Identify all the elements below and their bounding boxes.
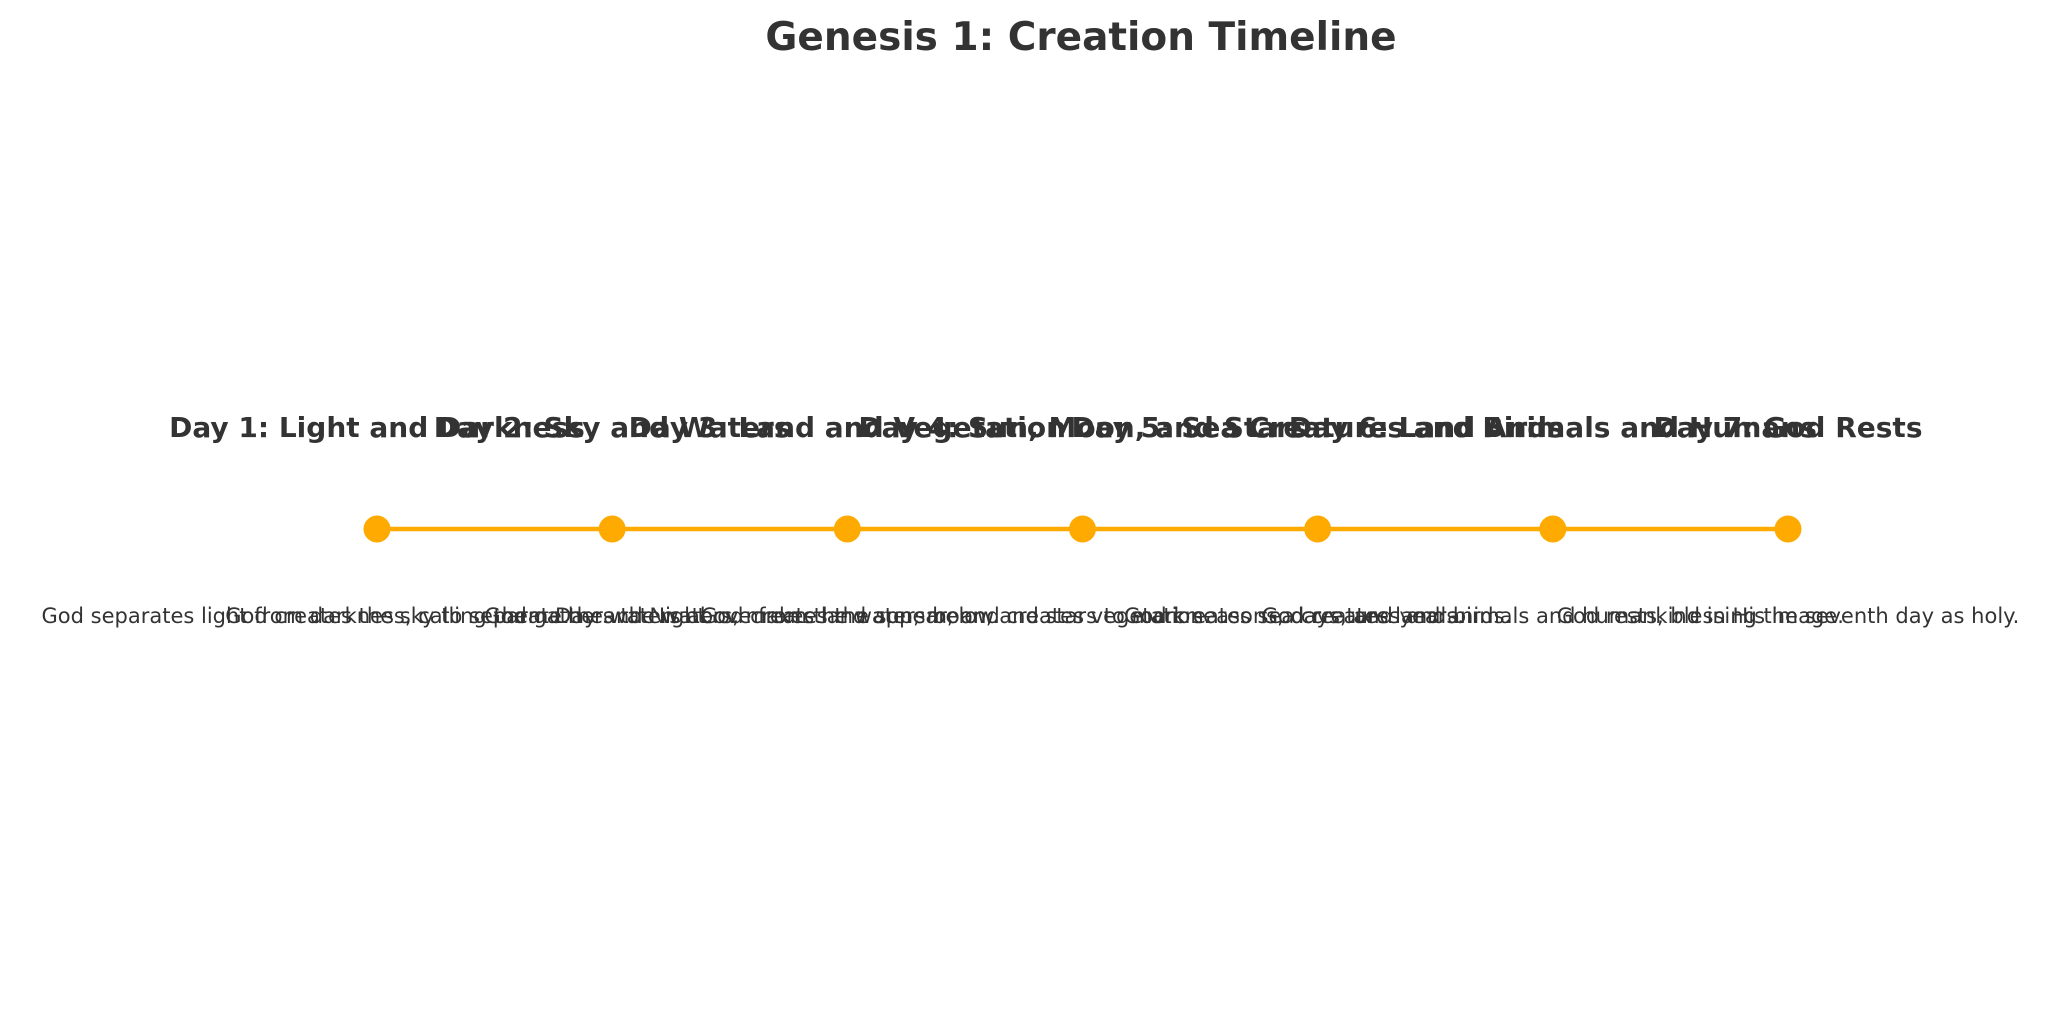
event-description-day-7: God rests, blessing the seventh day as h…: [1557, 604, 2020, 628]
event-marker-day-1: [363, 515, 391, 543]
event-description-day-4: God creates the sun, moon, and stars to …: [701, 604, 1464, 628]
chart-title: Genesis 1: Creation Timeline: [765, 15, 1396, 60]
event-label-day-1: Day 1: Light and Darkness: [169, 411, 585, 444]
event-marker-day-2: [598, 515, 626, 543]
event-description-day-1: God separates light from darkness, calli…: [42, 604, 713, 628]
event-label-day-5: Day 5: Sea Creatures and Birds: [1071, 411, 1563, 444]
event-marker-day-4: [1069, 515, 1096, 543]
event-marker-day-5: [1304, 515, 1332, 543]
event-marker-day-7: [1774, 515, 1802, 543]
event-label-day-3: Day 3: Land and Vegetation: [629, 411, 1066, 444]
event-marker-day-3: [833, 515, 861, 543]
event-label-day-7: Day 7: God Rests: [1654, 411, 1923, 444]
event-description-day-5: God creates sea creatures and birds.: [1124, 604, 1511, 628]
event-label-day-2: Day 2: Sky and Waters: [434, 411, 791, 444]
event-description-day-6: God creates land animals and humankind i…: [1262, 604, 1844, 628]
event-marker-day-6: [1539, 515, 1567, 543]
event-label-day-4: Day 4: Sun, Moon, and Stars: [858, 411, 1306, 444]
event-description-day-3: God gathers the waters, makes land appea…: [484, 604, 1210, 628]
event-label-day-6: Day 6: Land Animals and Humans: [1289, 411, 1817, 444]
event-markers: [363, 515, 1802, 543]
event-description-day-2: God creates the sky to separate the wate…: [225, 604, 999, 628]
event-descriptions: God separates light from darkness, calli…: [42, 604, 2020, 628]
